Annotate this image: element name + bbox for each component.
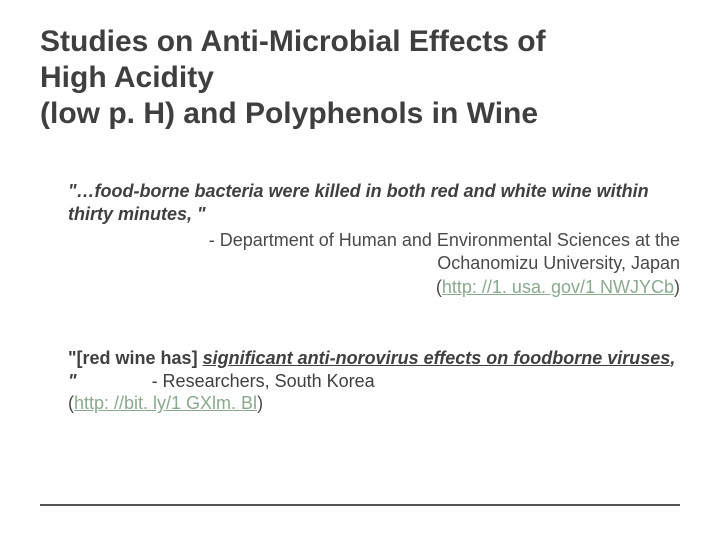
title-line-1: Studies on Anti-Microbial Effects of [40,25,546,58]
citation-link-1[interactable]: http: //1. usa. gov/1 NWJYCb [442,277,674,297]
link-1-wrap: (http: //1. usa. gov/1 NWJYCb) [436,277,680,297]
quote-2-emphasis: significant anti-norovirus effects on fo… [203,348,671,368]
slide-title: Studies on Anti-Microbial Effects of Hig… [40,24,680,132]
paren-close-2: ) [257,393,263,413]
quote-block-2: "[red wine has] significant anti-norovir… [68,347,680,415]
slide: Studies on Anti-Microbial Effects of Hig… [0,0,720,540]
slide-body: "…food-borne bacteria were killed in bot… [40,180,680,415]
title-line-3: (low p. H) and Polyphenols in Wine [40,97,538,130]
attribution-1: - Department of Human and Environmental … [68,229,680,299]
title-line-2: High Acidity [40,61,214,94]
attribution-1-text: - Department of Human and Environmental … [209,230,680,273]
link-2-wrap: (http: //bit. ly/1 GXlm. Bl) [68,393,263,413]
citation-link-2[interactable]: http: //bit. ly/1 GXlm. Bl [74,393,257,413]
quote-1: "…food-borne bacteria were killed in bot… [68,180,680,225]
footer-divider [40,504,680,506]
quote-2-lead: "[red wine has] [68,348,203,368]
attribution-2: - Researchers, South Korea [152,371,375,391]
paren-close: ) [674,277,680,297]
